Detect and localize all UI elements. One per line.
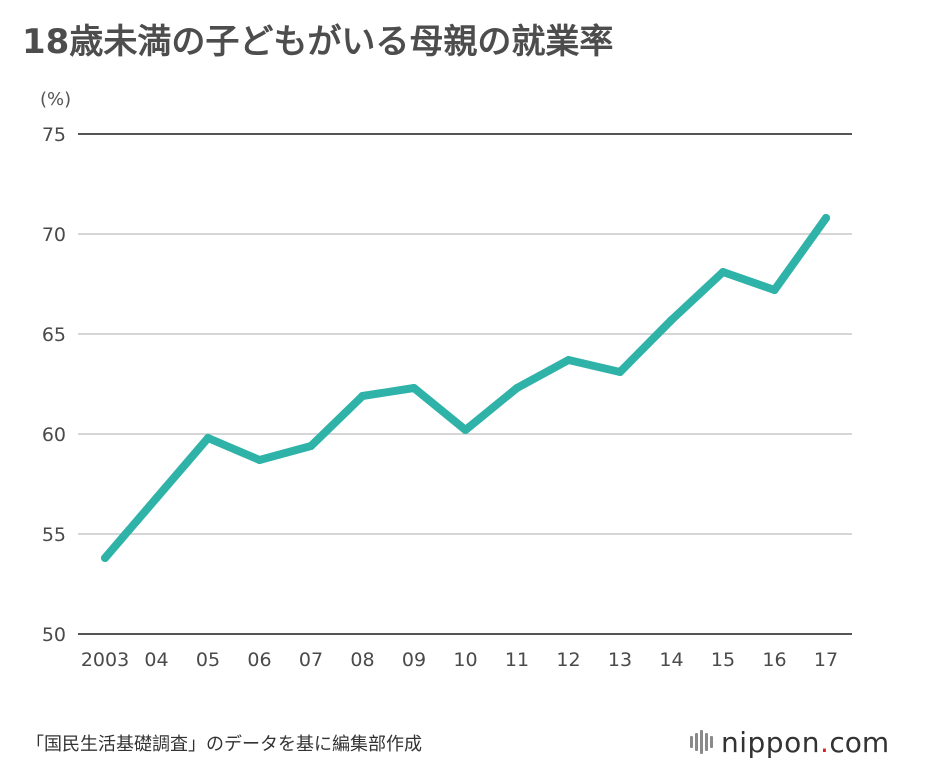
x-tick-label: 15 xyxy=(711,649,735,671)
chart-title: 18歳未満の子どもがいる母親の就業率 xyxy=(22,22,614,62)
series-line xyxy=(101,214,830,562)
data-point-10 xyxy=(461,426,470,434)
x-tick-label: 14 xyxy=(659,649,683,671)
grid-lines xyxy=(78,133,852,635)
x-tick-label: 12 xyxy=(556,649,580,671)
data-point-2003 xyxy=(101,554,109,562)
data-point-12 xyxy=(564,356,573,364)
data-point-04 xyxy=(152,494,161,502)
line-chart: 50 55 60 65 70 75 2003 04 05 06 07 08 09 10 11 12 13 14 1… xyxy=(40,89,852,671)
data-point-06 xyxy=(255,456,264,464)
brand-suffix: com xyxy=(829,725,890,759)
y-axis-ticks: 50 55 60 65 70 75 xyxy=(42,124,66,646)
y-tick-label: 75 xyxy=(42,124,66,146)
x-tick-label: 09 xyxy=(402,649,426,671)
x-tick-label: 10 xyxy=(453,649,477,671)
nippon-logo-icon xyxy=(690,730,713,754)
x-tick-label: 07 xyxy=(299,649,323,671)
x-tick-label: 16 xyxy=(762,649,786,671)
data-point-15 xyxy=(719,268,727,276)
data-point-07 xyxy=(307,442,315,450)
y-tick-label: 60 xyxy=(42,424,66,446)
data-point-05 xyxy=(204,434,212,442)
data-point-09 xyxy=(410,384,418,392)
source-note: 「国民生活基礎調査」のデータを基に編集部作成 xyxy=(26,734,422,755)
data-point-14 xyxy=(667,316,676,324)
brand-logo: nippon. com xyxy=(690,722,889,762)
x-tick-label: 13 xyxy=(608,649,632,671)
data-point-11 xyxy=(513,384,521,392)
y-tick-label: 70 xyxy=(42,224,66,246)
x-tick-label: 2003 xyxy=(81,649,129,671)
y-tick-label: 50 xyxy=(42,624,66,646)
y-axis-unit-label: (%) xyxy=(40,89,71,110)
data-point-17 xyxy=(822,214,830,222)
x-tick-label: 06 xyxy=(247,649,271,671)
x-tick-label: 05 xyxy=(196,649,220,671)
y-tick-label: 65 xyxy=(42,324,66,346)
brand-name: nippon xyxy=(721,725,820,759)
series-layer xyxy=(101,214,830,562)
y-tick-label: 55 xyxy=(42,524,66,546)
x-tick-label: 08 xyxy=(350,649,374,671)
x-tick-label: 04 xyxy=(144,649,168,671)
data-point-13 xyxy=(616,368,624,376)
data-point-08 xyxy=(358,392,367,400)
x-tick-label: 17 xyxy=(814,649,838,671)
x-axis-ticks: 2003 04 05 06 07 08 09 10 11 12 13 14 15 16 17 xyxy=(81,649,838,671)
data-point-16 xyxy=(770,286,779,294)
brand-dot: . xyxy=(819,725,830,759)
x-tick-label: 11 xyxy=(505,649,529,671)
